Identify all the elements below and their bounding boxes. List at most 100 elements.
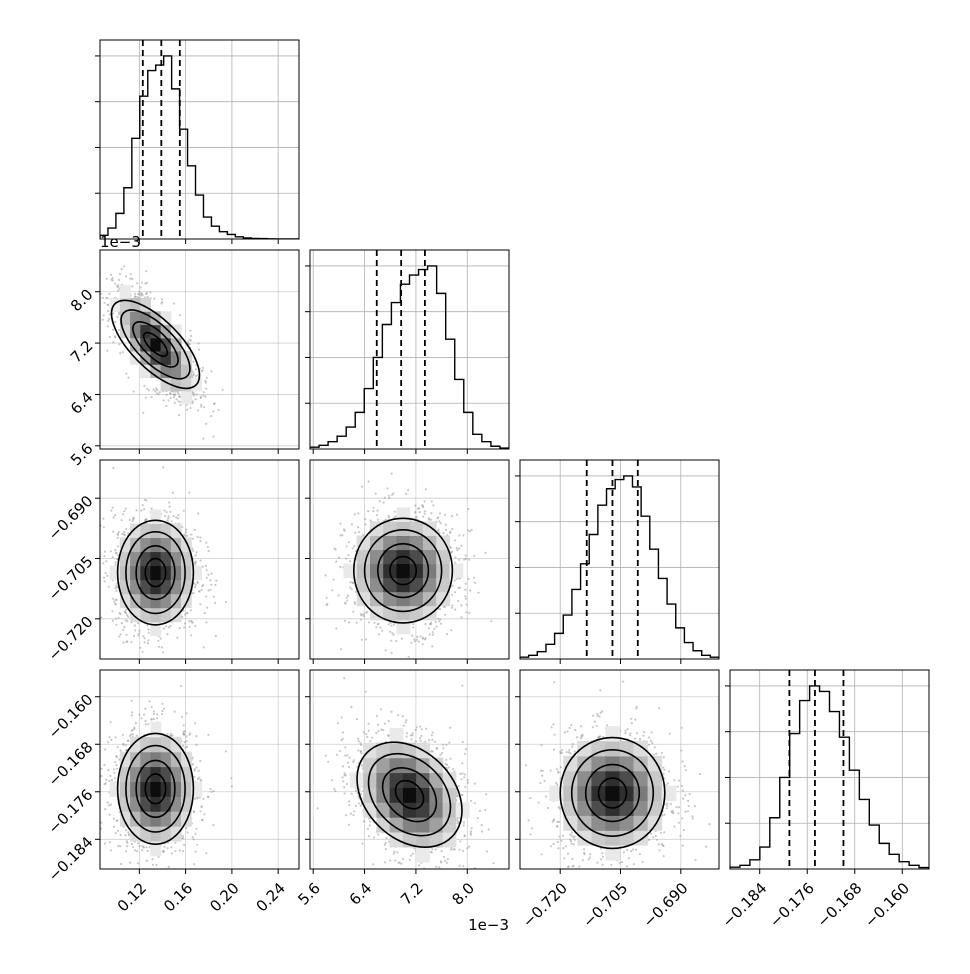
sample-point [405,732,409,735]
sample-point [427,517,430,520]
sample-point [103,555,106,558]
sample-point [596,712,599,715]
sample-point [464,588,467,592]
joint-content-3-0 [100,685,233,869]
sample-point [462,824,465,827]
sample-point [140,717,143,720]
sample-point [144,719,147,723]
sample-point [453,539,457,542]
sample-point [169,624,172,628]
sample-point [596,861,599,864]
sample-point [387,623,390,626]
sample-point [134,292,137,295]
sample-point [106,801,109,804]
density-cell [181,377,192,392]
sample-point [553,681,556,684]
sample-point [74,267,76,269]
sample-point [209,787,212,791]
density-cell [140,607,152,623]
sample-point [529,797,532,800]
sample-point [346,754,349,757]
sample-point [116,532,119,535]
sample-point [573,750,576,753]
sample-point [343,677,346,680]
sample-point [413,638,416,641]
sample-point [212,410,215,413]
sample-point [108,736,111,739]
sample-point [454,561,457,565]
sample-point [166,633,169,636]
density-cell [191,781,202,797]
sample-point [385,836,388,840]
panel-3-1 [305,669,510,874]
sample-point [135,734,138,737]
sample-point [402,724,405,727]
density-cell [376,757,391,774]
sample-point [686,810,690,813]
contour-2-0-3 [116,519,195,626]
density-cell [619,740,635,757]
sample-point [675,806,678,809]
sample-point [189,732,192,735]
sample-point [359,742,362,745]
sample-point [100,767,103,770]
sample-point [205,376,208,379]
sample-point [109,849,112,852]
sample-point [117,545,120,548]
sample-point [680,749,683,752]
sample-point [468,845,471,848]
sample-point [572,843,575,846]
sample-point [563,731,567,734]
density-cell [363,757,377,774]
sample-point [210,790,213,794]
density-cell [416,757,430,774]
sample-point [121,532,124,536]
sample-point [464,595,467,598]
density-cell [563,755,578,772]
sample-point [590,872,592,874]
sample-point [420,734,423,738]
sample-point [566,730,569,733]
density-cell [119,751,131,768]
density-cell [389,727,404,744]
sample-point [181,850,184,853]
sample-point [199,603,202,606]
sample-point [343,774,346,777]
sample-point [462,821,466,824]
sample-point [392,633,395,636]
density-cell [150,509,162,524]
sample-point [119,352,122,355]
sample-point [413,640,416,643]
density-cell [150,826,162,842]
sample-point [344,602,347,605]
sample-point [460,793,463,797]
sample-point [457,599,460,602]
density-cell [619,800,635,816]
sample-point [127,376,130,379]
sample-point [599,689,602,692]
sample-point [357,512,360,515]
density-cell [181,766,192,782]
sample-point [117,616,120,619]
sample-point [662,766,665,769]
sample-point [457,558,461,562]
sample-point [556,768,559,771]
sample-point [207,550,210,553]
sample-point [374,492,377,495]
sample-point [428,633,431,636]
sample-point [561,834,565,837]
sample-point [156,662,158,664]
density-cell [160,364,172,378]
sample-point [405,735,408,738]
sample-point [177,514,180,517]
density-cell [160,751,172,768]
sample-point [691,815,694,818]
sample-point [103,550,106,553]
y-tick-label-3-2: −0.168 [45,738,97,790]
sample-point [144,396,147,399]
sample-point [635,705,638,708]
sample-point [198,796,201,799]
sample-point [165,404,168,407]
sample-point [114,761,117,764]
density-cell [140,324,152,339]
